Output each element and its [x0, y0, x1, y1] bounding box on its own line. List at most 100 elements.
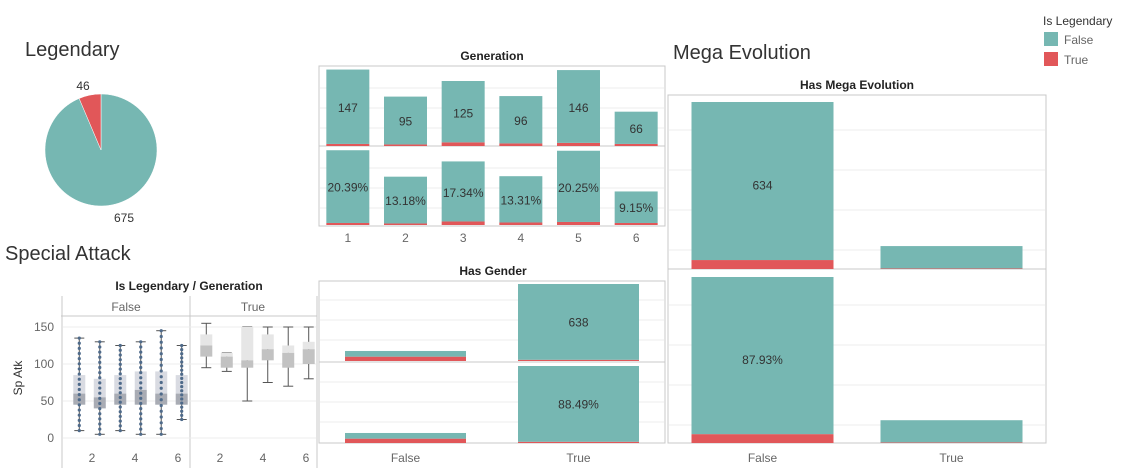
box-false-gen5-point-16	[159, 340, 163, 344]
has-gender-percent-pane	[318, 361, 666, 444]
box-false-gen3-point-10	[118, 381, 122, 385]
box-false-gen2-point-17	[98, 345, 102, 349]
box-false-gen6-point-6	[180, 393, 184, 397]
generation-title: Generation	[460, 49, 523, 63]
box-false-gen1-point-10	[77, 377, 81, 381]
box-false-gen4-point-10	[139, 381, 143, 385]
box-false-gen4-point-17	[139, 345, 143, 349]
box-false-gen6-point-9	[180, 380, 184, 385]
box-false-gen1-point-12	[77, 367, 81, 371]
box-false-gen1-point-17	[77, 341, 81, 345]
special-attack-subtitle: Is Legendary / Generation	[115, 279, 262, 293]
has-gender-title: Has Gender	[459, 264, 527, 278]
special-attack-ylabel: Sp Atk	[11, 360, 25, 396]
box-false-gen3-point-13	[118, 367, 122, 371]
box-false-gen3-point-4	[118, 410, 122, 414]
special-attack-group-false: False	[111, 300, 141, 314]
generation-count-bar-false-2	[384, 96, 427, 145]
box-false-gen5-point-17	[159, 334, 163, 339]
box-false-gen4-point-5	[139, 407, 143, 411]
box-true-gen4-lower-box	[261, 349, 274, 361]
box-false-gen2-point-14	[98, 360, 102, 364]
mega-count-label-False: 634	[752, 179, 772, 193]
mega-percent-label-False: 87.93%	[742, 353, 783, 367]
box-false-gen6-point-2	[180, 409, 184, 413]
generation-percent-label-5: 20.25%	[558, 181, 599, 195]
box-false-gen6-point-4	[180, 401, 184, 405]
generation-percent-bar-true-5	[557, 221, 600, 225]
box-false-gen5-point-13	[159, 357, 163, 362]
box-false-gen6-point-12	[180, 368, 184, 372]
box-false-gen2-point-13	[98, 365, 102, 370]
box-false-gen3-point-3	[118, 414, 122, 419]
mega-percent-pane	[667, 268, 1047, 444]
box-false-gen1-point-2	[77, 418, 81, 422]
has-gender-count-bar-true-False	[345, 356, 466, 361]
legendary-title: Legendary	[25, 39, 120, 61]
box-false-gen1-point-8	[77, 387, 81, 392]
generation-percent-label-6: 9.15%	[619, 201, 653, 215]
generation-count-bar-true-4	[499, 143, 543, 146]
box-false-gen3-point-12	[118, 372, 122, 376]
box-false-gen6-point-16	[180, 352, 184, 356]
box-false-gen3-point-0	[118, 429, 122, 433]
generation-percent-bar-true-3	[441, 221, 485, 225]
box-false-gen5-point-2	[159, 421, 163, 425]
has-gender-count-bar-true-True	[518, 359, 639, 361]
box-false-gen1-point-14	[77, 357, 81, 361]
legend-swatch-false	[1044, 32, 1058, 46]
box-false-gen4-point-1	[139, 427, 143, 431]
mega-xtick-false: False	[748, 451, 778, 465]
box-true-gen5-lower-box	[282, 352, 295, 368]
generation-percent-bar-true-4	[499, 222, 543, 225]
box-false-gen6-upper-box	[175, 375, 188, 394]
legend-label-true: True	[1064, 53, 1089, 67]
special-attack-xtick-false-2: 2	[89, 451, 96, 465]
box-false-gen5-point-15	[159, 346, 163, 350]
box-false-gen4-point-8	[139, 391, 143, 395]
box-false-gen1-point-0	[77, 429, 81, 433]
box-false-gen6-point-8	[180, 385, 184, 389]
box-false-gen2-point-3	[98, 417, 102, 421]
box-false-gen4-point-14	[139, 360, 143, 364]
mega-count-bar-true-False	[691, 260, 834, 269]
box-false-gen2-point-9	[98, 386, 102, 390]
box-false-gen1-point-7	[77, 393, 81, 397]
generation-count-label-5: 146	[568, 101, 588, 115]
box-false-gen2-point-6	[98, 401, 102, 406]
generation-count-bar-true-2	[384, 144, 427, 146]
box-false-gen3-point-18	[118, 343, 122, 348]
box-true-gen4-upper-box	[261, 334, 274, 350]
box-true-gen1-lower-box	[200, 345, 213, 357]
generation-count-bar-false-3	[441, 81, 485, 143]
box-false-gen4-point-3	[139, 417, 143, 421]
generation-percent-bar-false-3	[441, 161, 485, 222]
box-false-gen5-point-1	[159, 426, 163, 431]
generation-count-bar-true-5	[557, 142, 600, 146]
mega-evolution-subtitle: Has Mega Evolution	[800, 78, 914, 92]
box-false-gen5-point-10	[159, 375, 163, 379]
generation-xtick-3: 3	[460, 231, 467, 245]
mega-xtick-true: True	[939, 451, 964, 465]
has-gender-count-label-True: 638	[568, 316, 588, 330]
box-false-gen3-point-15	[118, 358, 122, 362]
box-false-gen2-point-15	[98, 355, 102, 359]
box-false-gen5-point-6	[159, 398, 163, 402]
generation-percent-label-4: 13.31%	[500, 194, 541, 208]
box-false-gen1-point-4	[77, 408, 81, 412]
box-false-gen2-point-12	[98, 371, 102, 375]
box-false-gen2-point-1	[98, 427, 102, 431]
box-false-gen5-point-9	[159, 380, 163, 385]
box-false-gen1-point-13	[77, 362, 81, 366]
box-false-gen3-point-16	[118, 353, 122, 357]
generation-xtick-2: 2	[402, 231, 409, 245]
generation-count-bar-false-6	[614, 111, 658, 144]
pie-slice-true	[78, 93, 102, 151]
has-gender-count-bar-false-False	[345, 350, 466, 357]
generation-count-bar-true-6	[614, 143, 658, 146]
box-false-gen3-point-17	[118, 348, 122, 352]
box-false-gen5-point-12	[159, 363, 163, 367]
special-attack-title: Special Attack	[5, 243, 132, 265]
generation-count-label-1: 147	[338, 101, 358, 115]
box-false-gen5-point-7	[159, 392, 163, 396]
